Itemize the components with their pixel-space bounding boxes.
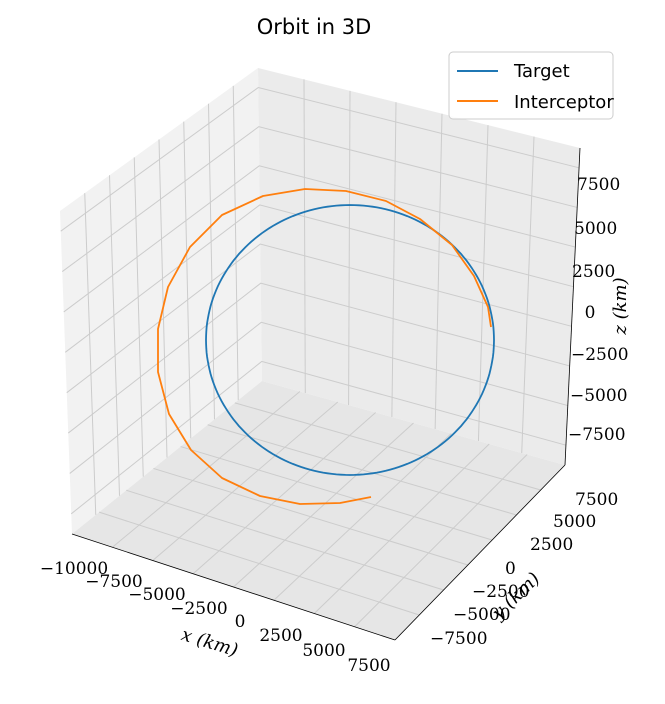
grid-line bbox=[391, 102, 397, 418]
grid-line bbox=[66, 243, 572, 394]
pane-edges bbox=[71, 147, 581, 641]
grid-line bbox=[434, 113, 443, 430]
z-tick-label: 2500 bbox=[572, 262, 615, 282]
grid-line bbox=[303, 79, 306, 394]
back-left-pane bbox=[60, 68, 262, 534]
x-tick-label: 0 bbox=[235, 612, 246, 632]
grid-line bbox=[183, 121, 192, 439]
y-tick-label: −2500 bbox=[472, 582, 530, 602]
grid-lines bbox=[60, 79, 580, 628]
z-tick-label: 0 bbox=[585, 303, 596, 323]
tick-labels: −10000−7500−5000−25000250050007500−7500−… bbox=[40, 175, 629, 676]
grid-line bbox=[313, 443, 490, 614]
grid-line bbox=[64, 204, 574, 353]
chart-title: Orbit in 3D bbox=[257, 15, 372, 39]
x-tick-label: −5000 bbox=[128, 585, 186, 605]
grid-line bbox=[521, 136, 535, 454]
grid-line bbox=[234, 402, 541, 491]
x-tick-label: −2500 bbox=[170, 599, 228, 619]
y-tick-label: 0 bbox=[505, 559, 516, 579]
grid-line bbox=[354, 454, 528, 628]
y-tick-label: 2500 bbox=[530, 535, 573, 555]
grid-line bbox=[133, 157, 144, 477]
grid-line bbox=[153, 467, 469, 566]
grid-line bbox=[207, 424, 517, 516]
grid-line bbox=[67, 282, 570, 434]
legend: Target Interceptor bbox=[448, 51, 614, 120]
x-tick-label: −10000 bbox=[40, 559, 108, 579]
grid-line bbox=[98, 511, 420, 616]
grid-line bbox=[69, 321, 568, 474]
y-tick-label: 7500 bbox=[575, 490, 618, 510]
x-tick-label: 2500 bbox=[259, 626, 302, 646]
target-orbit-line bbox=[205, 204, 495, 476]
grid-line bbox=[477, 125, 489, 442]
x-tick-label: 5000 bbox=[302, 641, 345, 661]
grid-line bbox=[180, 446, 493, 541]
grid-line bbox=[61, 126, 578, 272]
interceptor-orbit-line bbox=[157, 188, 492, 505]
z-tick-label: −2500 bbox=[571, 345, 629, 365]
legend-target-label: Target bbox=[513, 61, 570, 82]
orbit-lines bbox=[157, 188, 495, 505]
y-tick-label: −7500 bbox=[430, 629, 488, 649]
grid-line bbox=[192, 412, 376, 575]
grid-line bbox=[112, 391, 301, 548]
z-tick-label: −5000 bbox=[570, 386, 628, 406]
grid-line bbox=[63, 165, 576, 313]
grid-line bbox=[84, 193, 97, 515]
grid-line bbox=[233, 422, 414, 588]
grid-line bbox=[109, 175, 120, 496]
grid-line bbox=[126, 489, 444, 591]
grid-line bbox=[70, 360, 567, 515]
y-tick-label: 5000 bbox=[553, 512, 596, 532]
grid-line bbox=[208, 103, 215, 420]
z-tick-label: 5000 bbox=[574, 219, 617, 239]
grid-line bbox=[348, 90, 351, 406]
y-tick-label: −5000 bbox=[453, 605, 511, 625]
back-right-pane bbox=[258, 68, 580, 465]
z-tick-label: −7500 bbox=[568, 425, 626, 445]
x-tick-label: 7500 bbox=[347, 656, 390, 676]
z-tick-label: 7500 bbox=[577, 175, 620, 195]
x-axis-label: x (km) bbox=[179, 624, 241, 661]
grid-line bbox=[60, 87, 580, 232]
floor-pane bbox=[72, 381, 565, 640]
grid-line bbox=[273, 433, 452, 601]
legend-interceptor-label: Interceptor bbox=[514, 92, 614, 113]
grid-line bbox=[232, 85, 239, 401]
z-axis-label: z (km) bbox=[610, 277, 631, 335]
grid-line bbox=[152, 401, 339, 561]
legend-box bbox=[448, 51, 614, 120]
x-tick-label: −7500 bbox=[85, 572, 143, 592]
